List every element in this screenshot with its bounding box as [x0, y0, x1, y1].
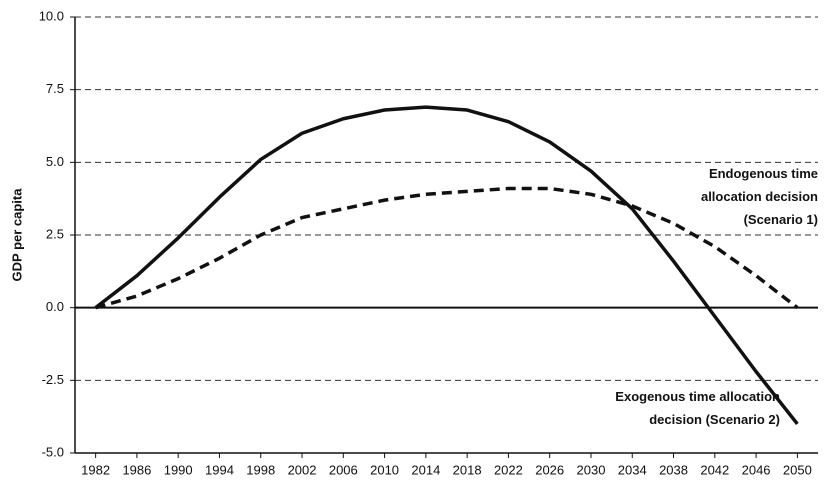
x-tick-label: 1986: [122, 462, 151, 477]
y-tick-label: 5.0: [46, 154, 64, 169]
x-tick-label: 2046: [742, 462, 771, 477]
x-tick-label: 2030: [577, 462, 606, 477]
y-tick-label: -2.5: [42, 372, 64, 387]
x-tick-label: 1982: [81, 462, 110, 477]
line-series: [94, 105, 799, 426]
x-tick-label: 1994: [205, 462, 234, 477]
y-axis-label: GDP per capita: [9, 188, 24, 282]
y-tick-label: 0.0: [46, 299, 64, 314]
line-series: [95, 186, 799, 310]
x-tick-label: 2038: [659, 462, 688, 477]
x-tick-label: 2010: [370, 462, 399, 477]
x-tick-label: 2022: [494, 462, 523, 477]
x-tick-label: 2042: [700, 462, 729, 477]
x-tick-label: 2050: [783, 462, 812, 477]
x-tick-label: 2002: [288, 462, 317, 477]
x-tick-label: 2018: [453, 462, 482, 477]
y-tick-label: -5.0: [42, 444, 64, 459]
x-tick-label: 1990: [164, 462, 193, 477]
series-label: Exogenous time allocation decision (Scen…: [615, 389, 780, 427]
y-tick-label: 10.0: [39, 8, 64, 23]
y-tick-label: 7.5: [46, 81, 64, 96]
x-tick-label: 2026: [535, 462, 564, 477]
x-tick-label: 1998: [246, 462, 275, 477]
y-tick-label: 2.5: [46, 226, 64, 241]
x-tick-label: 2034: [618, 462, 647, 477]
x-tick-label: 2014: [411, 462, 440, 477]
x-tick-label: 2006: [329, 462, 358, 477]
series-label: Endogenous time allocation decision (Sce…: [700, 166, 818, 227]
